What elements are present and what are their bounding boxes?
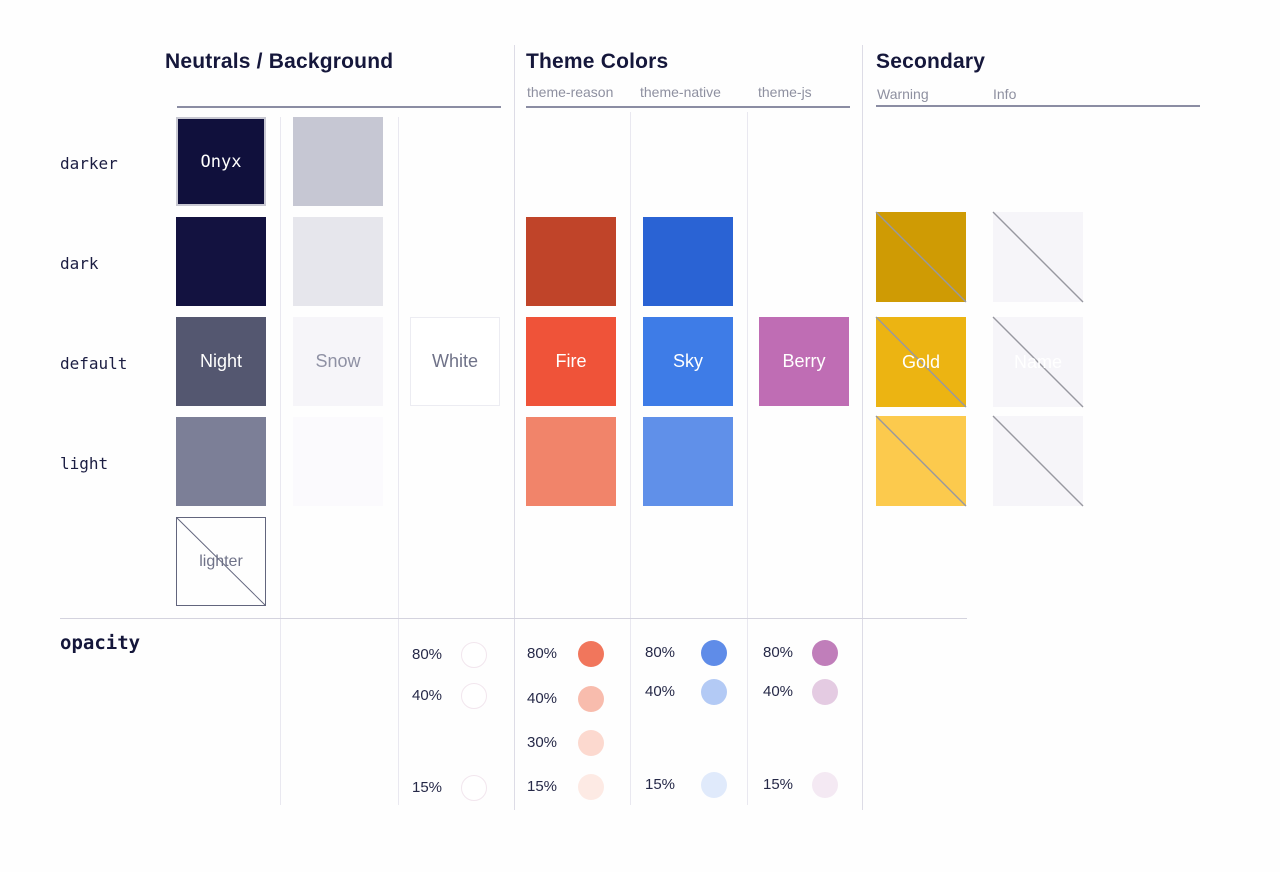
neutrals-column-divider-1 <box>280 117 281 805</box>
opacity-dot-js-40[interactable] <box>812 679 838 705</box>
opacity-dot-white-15[interactable] <box>461 775 487 801</box>
swatch-lighter[interactable]: lighter <box>176 517 266 606</box>
swatch-info-default[interactable]: Name <box>992 316 1084 408</box>
opacity-pct-label: 40% <box>527 690 558 707</box>
swatch-berry-default[interactable]: Berry <box>759 317 849 406</box>
opacity-dot-reason-15[interactable] <box>578 774 604 800</box>
theme-column-label-native: theme-native <box>640 84 721 100</box>
section-title-theme: Theme Colors <box>526 50 669 73</box>
swatch-warning-light[interactable] <box>875 415 967 507</box>
diagonal-strikethrough-icon <box>875 415 967 507</box>
diagonal-strikethrough-icon <box>992 316 1084 408</box>
swatch-info-dark[interactable] <box>992 211 1084 303</box>
section-divider-theme <box>514 45 515 810</box>
opacity-dot-native-80[interactable] <box>701 640 727 666</box>
theme-title-underline <box>526 106 850 108</box>
opacity-pct-label: 40% <box>763 683 794 700</box>
secondary-column-label-info: Info <box>993 86 1017 102</box>
swatch-label-berry: Berry <box>782 351 826 371</box>
row-label-light: light <box>60 454 109 473</box>
opacity-dot-native-15[interactable] <box>701 772 727 798</box>
neutrals-title-underline <box>177 106 501 108</box>
swatch-reason-light[interactable] <box>526 417 616 506</box>
swatch-label-onyx: Onyx <box>200 151 242 172</box>
secondary-title-underline <box>876 105 1200 107</box>
row-label-dark: dark <box>60 254 99 273</box>
opacity-pct-label: 40% <box>412 687 443 704</box>
opacity-dot-js-80[interactable] <box>812 640 838 666</box>
opacity-pct-label: 15% <box>527 778 558 795</box>
opacity-pct-label: 80% <box>412 646 443 663</box>
diagonal-strikethrough-icon <box>992 211 1084 303</box>
opacity-dot-reason-30[interactable] <box>578 730 604 756</box>
section-divider-secondary <box>862 45 863 810</box>
swatch-label-night: Night <box>199 351 243 371</box>
neutrals-column-divider-2 <box>398 117 399 805</box>
swatch-snow-default[interactable]: Snow <box>293 317 383 406</box>
opacity-section-label: opacity <box>60 632 141 654</box>
swatch-onyx-darker[interactable]: Onyx <box>176 117 266 206</box>
opacity-dot-reason-80[interactable] <box>578 641 604 667</box>
swatch-label-lighter: lighter <box>199 552 243 570</box>
theme-column-label-reason: theme-reason <box>527 84 614 100</box>
swatch-neutral-dark[interactable] <box>176 217 266 306</box>
diagonal-strikethrough-icon <box>875 211 967 303</box>
opacity-pct-label: 80% <box>645 644 676 661</box>
swatch-sky-default[interactable]: Sky <box>643 317 733 406</box>
opacity-pct-label: 40% <box>645 683 676 700</box>
opacity-pct-label: 15% <box>645 776 676 793</box>
swatch-neutral2-light[interactable] <box>293 417 383 506</box>
opacity-pct-label: 80% <box>763 644 794 661</box>
theme-column-divider-2 <box>747 112 748 805</box>
theme-column-label-js: theme-js <box>758 84 812 100</box>
section-title-secondary: Secondary <box>876 50 986 73</box>
theme-column-divider-1 <box>630 112 631 805</box>
swatch-label-white: White <box>431 351 478 371</box>
diagonal-strikethrough-icon <box>875 316 967 408</box>
section-title-neutrals: Neutrals / Background <box>165 50 394 73</box>
diagonal-strikethrough-icon <box>176 517 266 606</box>
swatch-native-light[interactable] <box>643 417 733 506</box>
swatch-label-sky: Sky <box>672 351 703 371</box>
opacity-dot-reason-40[interactable] <box>578 686 604 712</box>
swatch-white-default[interactable]: White <box>410 317 500 406</box>
swatch-neutral2-dark[interactable] <box>293 217 383 306</box>
opacity-section-divider <box>60 618 967 619</box>
swatch-warning-dark[interactable] <box>875 211 967 303</box>
opacity-dot-native-40[interactable] <box>701 679 727 705</box>
opacity-pct-label: 15% <box>412 779 443 796</box>
swatch-gold-default[interactable]: Gold <box>875 316 967 408</box>
swatch-info-light[interactable] <box>992 415 1084 507</box>
swatch-neutral2-darker[interactable] <box>293 117 383 206</box>
swatch-neutral-light[interactable] <box>176 417 266 506</box>
opacity-dot-white-40[interactable] <box>461 683 487 709</box>
swatch-night-default[interactable]: Night <box>176 317 266 406</box>
diagonal-strikethrough-icon <box>992 415 1084 507</box>
opacity-pct-label: 80% <box>527 645 558 662</box>
swatch-label-gold: Gold <box>901 351 941 372</box>
swatch-native-dark[interactable] <box>643 217 733 306</box>
swatch-label-snow: Snow <box>315 351 361 371</box>
row-label-default: default <box>60 354 128 373</box>
swatch-label-info-name: Name <box>1013 351 1062 372</box>
swatch-fire-default[interactable]: Fire <box>526 317 616 406</box>
swatch-label-fire: Fire <box>555 351 587 371</box>
opacity-dot-white-80[interactable] <box>461 642 487 668</box>
opacity-dot-js-15[interactable] <box>812 772 838 798</box>
secondary-column-label-warning: Warning <box>877 86 929 102</box>
row-label-darker: darker <box>60 154 118 173</box>
opacity-pct-label: 30% <box>527 734 558 751</box>
swatch-reason-dark[interactable] <box>526 217 616 306</box>
opacity-pct-label: 15% <box>763 776 794 793</box>
